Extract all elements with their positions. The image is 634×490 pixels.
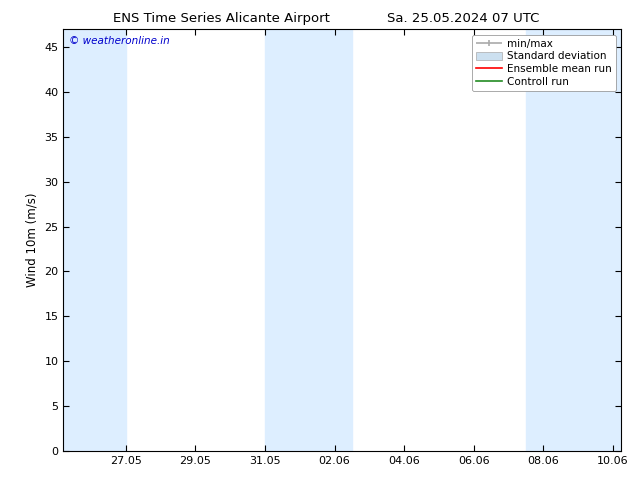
Y-axis label: Wind 10m (m/s): Wind 10m (m/s) xyxy=(26,193,39,287)
Text: ENS Time Series Alicante Airport: ENS Time Series Alicante Airport xyxy=(113,12,330,25)
Text: © weatheronline.in: © weatheronline.in xyxy=(69,36,170,46)
Text: Sa. 25.05.2024 07 UTC: Sa. 25.05.2024 07 UTC xyxy=(387,12,539,25)
Legend: min/max, Standard deviation, Ensemble mean run, Controll run: min/max, Standard deviation, Ensemble me… xyxy=(472,35,616,91)
Bar xyxy=(265,29,352,451)
Bar xyxy=(526,29,621,451)
Bar xyxy=(56,29,126,451)
